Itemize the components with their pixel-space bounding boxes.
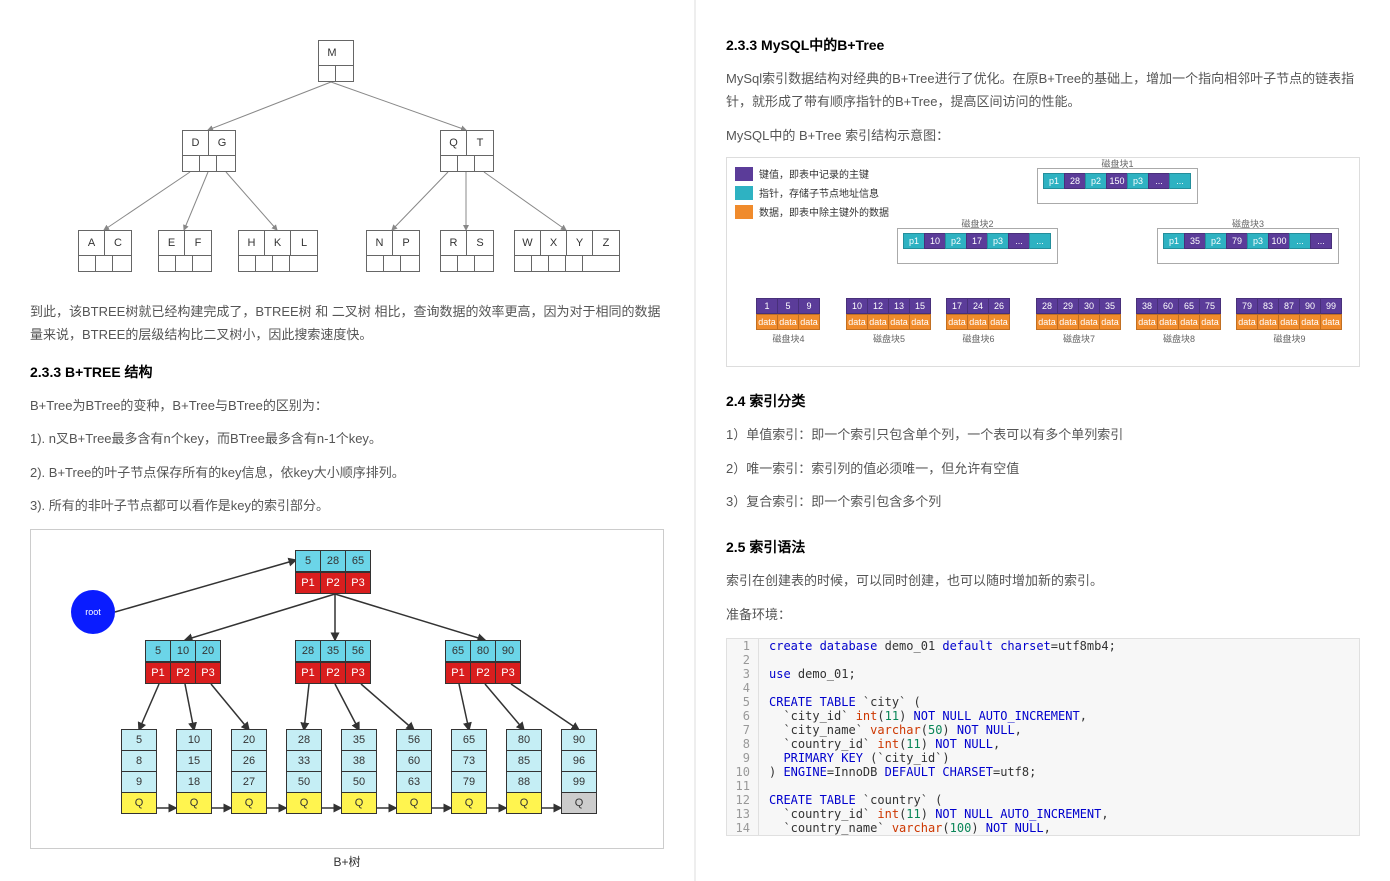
- btree-node: M: [318, 40, 354, 82]
- bplus-leaf: 283350Q: [286, 730, 322, 814]
- prep: 准备环境：: [726, 603, 1360, 626]
- bplus-leaf: 909699Q: [561, 730, 597, 814]
- legend-item: 键值，即表中记录的主键: [735, 166, 889, 181]
- mysql-diagram: 键值，即表中记录的主键指针，存储子节点地址信息数据，即表中除主键外的数据 磁盘块…: [726, 157, 1360, 367]
- code-line: 1create database demo_01 default charset…: [727, 639, 1359, 653]
- bplus-pt3: 3). 所有的非叶子节点都可以看作是key的索引部分。: [30, 494, 664, 517]
- bplus-pt2: 2). B+Tree的叶子节点保存所有的key信息，依key大小顺序排列。: [30, 461, 664, 484]
- mysql-leaf: 10121315datadatadatadata磁盘块5: [847, 298, 931, 345]
- bplus-leaf: 566063Q: [396, 730, 432, 814]
- code-line: 14 `country_name` varchar(100) NOT NULL,: [727, 821, 1359, 835]
- section-233-title: 2.3.3 B+TREE 结构: [30, 362, 664, 382]
- btree-node: NP: [366, 230, 420, 272]
- bplus-leaf: 808588Q: [506, 730, 542, 814]
- bplus-internal-node: 51020P1P2P3: [146, 640, 221, 684]
- btree-diagram: M DG QT AC EF HKL NP RS WXYZ: [30, 20, 664, 290]
- bplus-leaf: 589Q: [121, 730, 157, 814]
- bplus-leaf: 202627Q: [231, 730, 267, 814]
- btree-node: EF: [158, 230, 212, 272]
- section-25-title: 2.5 索引语法: [726, 537, 1360, 557]
- bplus-internal-node: 283556P1P2P3: [296, 640, 371, 684]
- legend-item: 指针，存储子节点地址信息: [735, 185, 889, 200]
- mysql-leaf: 28293035datadatadatadata磁盘块7: [1037, 298, 1121, 345]
- mysql-leaf: 7983879099datadatadatadatadata磁盘块9: [1237, 298, 1342, 345]
- code-line: 10) ENGINE=InnoDB DEFAULT CHARSET=utf8;: [727, 765, 1359, 779]
- mysql-leaf: 172426datadatadata磁盘块6: [947, 298, 1010, 345]
- code-line: 2: [727, 653, 1359, 667]
- idx3: 3）复合索引：即一个索引包含多个列: [726, 490, 1360, 513]
- code-line: 7 `city_name` varchar(50) NOT NULL,: [727, 723, 1359, 737]
- bplus-internal-node: 658090P1P2P3: [446, 640, 521, 684]
- legend-item: 数据，即表中除主键外的数据: [735, 204, 889, 219]
- mysql-block: 磁盘块2p110p217p3......: [897, 228, 1058, 264]
- btree-node: WXYZ: [514, 230, 620, 272]
- code-line: 12CREATE TABLE `country` (: [727, 793, 1359, 807]
- idx1: 1）单值索引：即一个索引只包含单个列，一个表可以有多个单列索引: [726, 423, 1360, 446]
- section-233b-title: 2.3.3 MySQL中的B+Tree: [726, 35, 1360, 55]
- mysql-p1: MySql索引数据结构对经典的B+Tree进行了优化。在原B+Tree的基础上，…: [726, 67, 1360, 114]
- code-line: 3use demo_01;: [727, 667, 1359, 681]
- btree-node: RS: [440, 230, 494, 272]
- code-line: 11: [727, 779, 1359, 793]
- code-block: 1create database demo_01 default charset…: [726, 638, 1360, 836]
- mysql-p2: MySQL中的 B+Tree 索引结构示意图：: [726, 124, 1360, 147]
- page-left: M DG QT AC EF HKL NP RS WXYZ 到此，该BTREE树就已经构建完成了，…: [0, 0, 696, 881]
- syntax-p: 索引在创建表的时候，可以同时创建，也可以随时增加新的索引。: [726, 569, 1360, 592]
- mysql-block: 磁盘块1p128p2150p3......: [1037, 168, 1198, 204]
- bplus-internal-node: 52865P1P2P3: [296, 550, 371, 594]
- mysql-leaf: 159datadatadata磁盘块4: [757, 298, 820, 345]
- mysql-leaf: 38606575datadatadatadata磁盘块8: [1137, 298, 1221, 345]
- bplus-intro: B+Tree为BTree的变种，B+Tree与BTree的区别为：: [30, 394, 664, 417]
- btree-node: AC: [78, 230, 132, 272]
- bplus-pt1: 1). n叉B+Tree最多含有n个key，而BTree最多含有n-1个key。: [30, 427, 664, 450]
- code-line: 5CREATE TABLE `city` (: [727, 695, 1359, 709]
- section-24-title: 2.4 索引分类: [726, 391, 1360, 411]
- bplus-leaf: 657379Q: [451, 730, 487, 814]
- mysql-block: 磁盘块3p135p279p3100......: [1157, 228, 1339, 264]
- code-line: 13 `country_id` int(11) NOT NULL AUTO_IN…: [727, 807, 1359, 821]
- bplus-leaf: 101518Q: [176, 730, 212, 814]
- btree-node: HKL: [238, 230, 318, 272]
- idx2: 2）唯一索引：索引列的值必须唯一，但允许有空值: [726, 457, 1360, 480]
- bplus-diagram: root52865P1P2P351020P1P2P3283556P1P2P365…: [30, 529, 664, 849]
- page-right: 2.3.3 MySQL中的B+Tree MySql索引数据结构对经典的B+Tre…: [696, 0, 1390, 881]
- btree-node: QT: [440, 130, 494, 172]
- bplus-caption: B+树: [30, 853, 664, 870]
- code-line: 8 `country_id` int(11) NOT NULL,: [727, 737, 1359, 751]
- code-line: 9 PRIMARY KEY (`city_id`): [727, 751, 1359, 765]
- code-line: 4: [727, 681, 1359, 695]
- code-line: 6 `city_id` int(11) NOT NULL AUTO_INCREM…: [727, 709, 1359, 723]
- legend: 键值，即表中记录的主键指针，存储子节点地址信息数据，即表中除主键外的数据: [735, 166, 889, 223]
- btree-node: DG: [182, 130, 236, 172]
- bplus-leaf: 353850Q: [341, 730, 377, 814]
- btree-summary: 到此，该BTREE树就已经构建完成了，BTREE树 和 二叉树 相比，查询数据的…: [30, 300, 664, 347]
